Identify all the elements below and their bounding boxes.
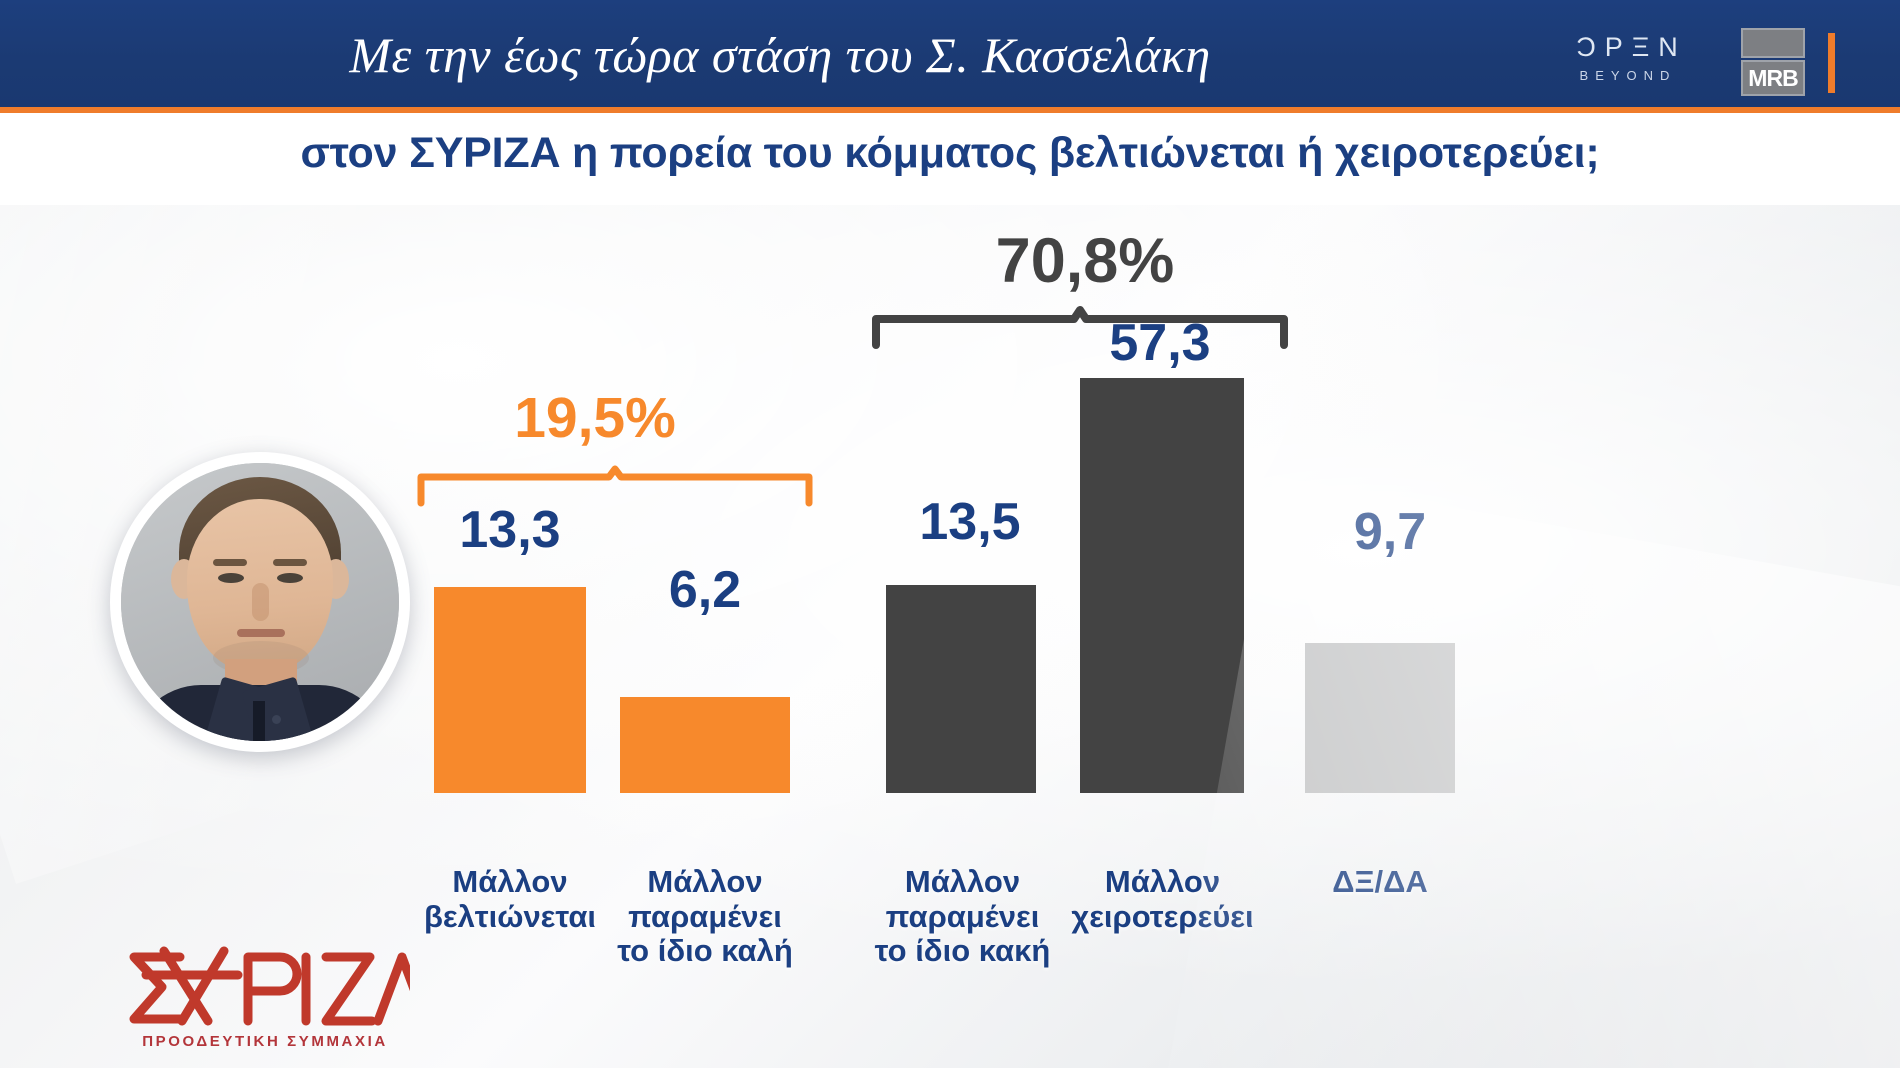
bars-layer: 19,5% 13,3 Μάλλον βελτιώνεται 6,2 Μάλλον… xyxy=(0,205,1900,1068)
mrb-logo: MRB xyxy=(1741,28,1805,96)
syriza-wordmark-icon xyxy=(129,946,410,1026)
bar-3 xyxy=(886,585,1036,793)
bracket-label-right: 70,8% xyxy=(995,226,1175,296)
bar-5 xyxy=(1305,643,1455,793)
chart-canvas: ΠΡΟΟΔΕΥΤΙΚΗ ΣΥΜΜΑΧΙΑ 19,5% 13,3 Μάλλον β… xyxy=(0,205,1900,1068)
bar-category-3-line3: το ίδιο κακή xyxy=(874,933,1051,969)
bar-category-2-line1: Μάλλον xyxy=(647,864,763,899)
bar-4 xyxy=(1080,378,1244,793)
open-letter-n: N xyxy=(1658,31,1680,62)
portrait-photo xyxy=(121,463,399,741)
mrb-logo-bottom-block: MRB xyxy=(1741,60,1805,96)
bar-1 xyxy=(434,587,586,793)
bracket-label-left: 19,5% xyxy=(514,386,676,450)
bar-category-2: Μάλλον παραμένει το ίδιο καλή xyxy=(590,864,820,969)
bar-category-5: ΔΞ/ΔΑ xyxy=(1285,864,1475,900)
syriza-tagline: ΠΡΟΟΔΕΥΤΙΚΗ ΣΥΜΜΑΧΙΑ xyxy=(142,1033,388,1050)
bar-value-1: 13,3 xyxy=(459,501,561,559)
open-tagline: BEYOND xyxy=(1579,68,1677,83)
bar-category-3-line1: Μάλλον xyxy=(904,864,1021,899)
bar-category-5-line1: ΔΞ/ΔΑ xyxy=(1332,864,1428,899)
question-text: στον ΣΥΡΙΖΑ η πορεία του κόμματος βελτιώ… xyxy=(300,129,1600,177)
bar-category-2-line2: παραμένει xyxy=(628,898,782,934)
open-letter-o: Ɔ xyxy=(1576,31,1598,62)
mrb-logo-top-block xyxy=(1741,28,1805,58)
bar-value-2: 6,2 xyxy=(668,561,742,619)
subtitle-band: στον ΣΥΡΙΖΑ η πορεία του κόμματος βελτιώ… xyxy=(0,113,1900,205)
bar-category-1: Μάλλον βελτιώνεται xyxy=(395,864,625,934)
bar-category-1-line2: βελτιώνεται xyxy=(423,898,597,934)
avatar xyxy=(110,452,410,752)
bar-category-3: Μάλλον παραμένει το ίδιο κακή xyxy=(850,864,1075,969)
header-accent-rule xyxy=(1828,33,1835,93)
bar-category-2-line3: το ίδιο καλή xyxy=(617,933,793,969)
bar-category-4: Μάλλον χειροτερεύει xyxy=(1045,864,1280,934)
bar-category-4-line1: Μάλλον xyxy=(1104,864,1221,899)
bracket-right-icon xyxy=(872,306,1288,349)
open-beyond-logo: Ɔ P Ξ N BEYOND xyxy=(1548,30,1708,94)
bar-2 xyxy=(620,697,790,793)
header-bar: Με την έως τώρα στάση του Σ. Κασσελάκη Ɔ… xyxy=(0,0,1900,113)
bar-value-3: 13,5 xyxy=(919,493,1021,551)
bar-value-4: 57,3 xyxy=(1109,314,1211,372)
bracket-left-icon xyxy=(417,465,813,507)
open-wordmark: Ɔ P Ξ N xyxy=(1548,30,1708,64)
page-title: Με την έως τώρα στάση του Σ. Κασσελάκη xyxy=(349,27,1211,83)
syriza-logo: ΠΡΟΟΔΕΥΤΙΚΗ ΣΥΜΜΑΧΙΑ xyxy=(120,945,410,1063)
mrb-logo-text: MRB xyxy=(1748,64,1798,91)
bar-category-1-line1: Μάλλον xyxy=(452,864,568,899)
bar-category-3-line2: παραμένει xyxy=(885,898,1040,934)
open-letter-e: Ξ xyxy=(1631,31,1652,62)
bar-category-4-line2: χειροτερεύει xyxy=(1071,898,1254,934)
open-letter-p: P xyxy=(1604,31,1625,62)
bar-value-5: 9,7 xyxy=(1353,503,1427,561)
